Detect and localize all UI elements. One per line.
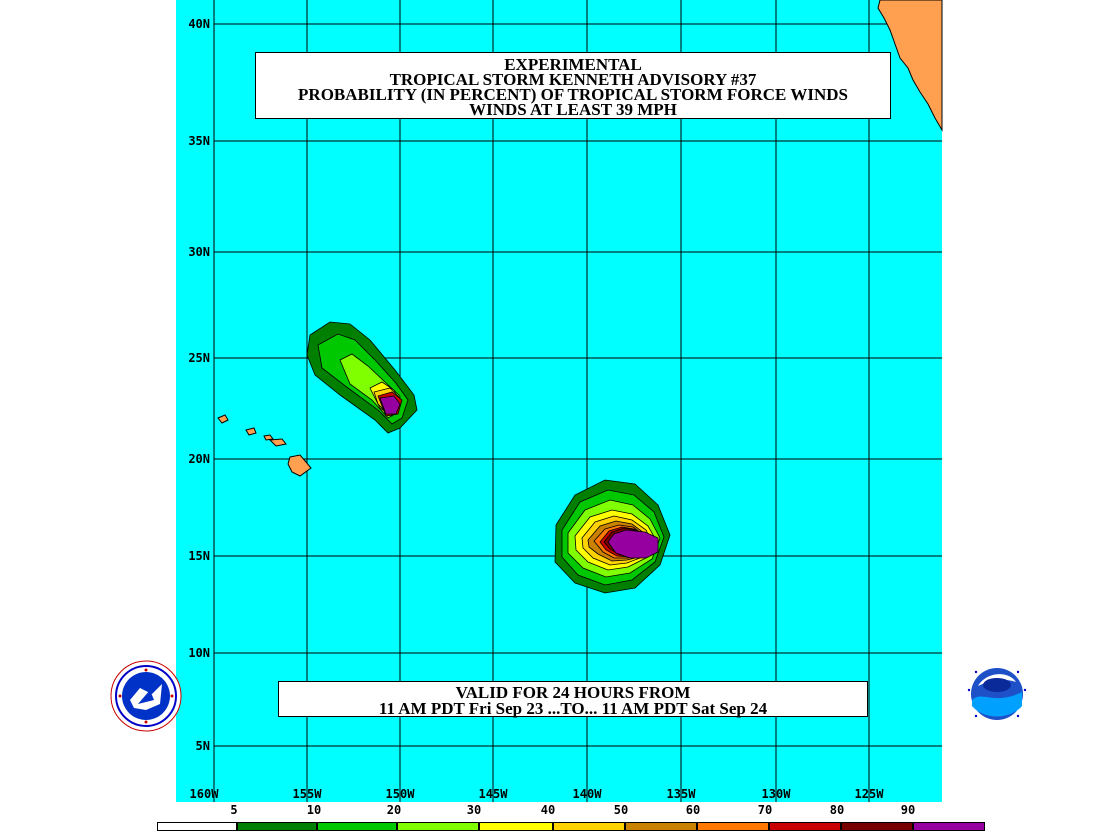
noaa-logo[interactable]	[964, 660, 1030, 728]
legend-swatch	[697, 822, 769, 831]
legend-swatch	[625, 822, 697, 831]
lat-label-10n: 10N	[188, 646, 210, 660]
valid-line-2: 11 AM PDT Fri Sep 23 ...TO... 11 AM PDT …	[378, 699, 768, 718]
lat-label-5n: 5N	[195, 739, 210, 753]
legend-swatch	[769, 822, 841, 831]
legend-swatch	[397, 822, 479, 831]
legend-label-30: 30	[466, 803, 482, 817]
probability-cluster-2	[554, 479, 671, 594]
lat-label-15n: 15N	[188, 549, 210, 563]
legend-label-60: 60	[685, 803, 701, 817]
legend-swatch	[237, 822, 317, 831]
lon-label-150w: 150W	[385, 787, 415, 801]
title-box: EXPERIMENTAL TROPICAL STORM KENNETH ADVI…	[255, 52, 891, 119]
lat-label-35n: 35N	[188, 134, 210, 148]
legend-label-90: 90	[900, 803, 916, 817]
legend-label-5: 5	[230, 803, 238, 817]
lon-label-155w: 155W	[292, 787, 322, 801]
title-line-1: EXPERIMENTAL	[504, 55, 642, 74]
california-coast	[877, 0, 943, 132]
legend-label-40: 40	[540, 803, 556, 817]
legend-swatch	[479, 822, 553, 831]
probability-cluster-1	[306, 321, 418, 434]
title-line-2: TROPICAL STORM KENNETH ADVISORY #37	[389, 70, 757, 89]
ocean	[176, 0, 942, 802]
legend-swatch	[317, 822, 397, 831]
legend-label-20: 20	[386, 803, 402, 817]
lon-label-140w: 140W	[572, 787, 602, 801]
lon-label-125w: 125W	[854, 787, 884, 801]
lat-label-40n: 40N	[188, 17, 210, 31]
lon-label-160w: 160W	[189, 787, 219, 801]
lon-label-135w: 135W	[666, 787, 696, 801]
legend-swatch	[913, 822, 985, 831]
legend-label-80: 80	[829, 803, 845, 817]
lat-label-20n: 20N	[188, 452, 210, 466]
legend-label-70: 70	[757, 803, 773, 817]
lat-label-25n: 25N	[188, 351, 210, 365]
lat-label-30n: 30N	[188, 245, 210, 259]
lon-label-130w: 130W	[761, 787, 791, 801]
nws-logo[interactable]	[110, 660, 182, 732]
legend-label-50: 50	[613, 803, 629, 817]
legend-label-10: 10	[306, 803, 322, 817]
legend-swatch	[841, 822, 913, 831]
title-line-3: PROBABILITY (IN PERCENT) OF TROPICAL STO…	[298, 85, 848, 104]
title-line-4: WINDS AT LEAST 39 MPH	[469, 100, 677, 119]
legend-swatch	[157, 822, 237, 831]
valid-line-1: VALID FOR 24 HOURS FROM	[455, 683, 691, 702]
valid-time-box: VALID FOR 24 HOURS FROM 11 AM PDT Fri Se…	[278, 681, 868, 717]
legend-swatch	[553, 822, 625, 831]
hawaiian-islands	[217, 414, 312, 477]
lon-label-145w: 145W	[478, 787, 508, 801]
